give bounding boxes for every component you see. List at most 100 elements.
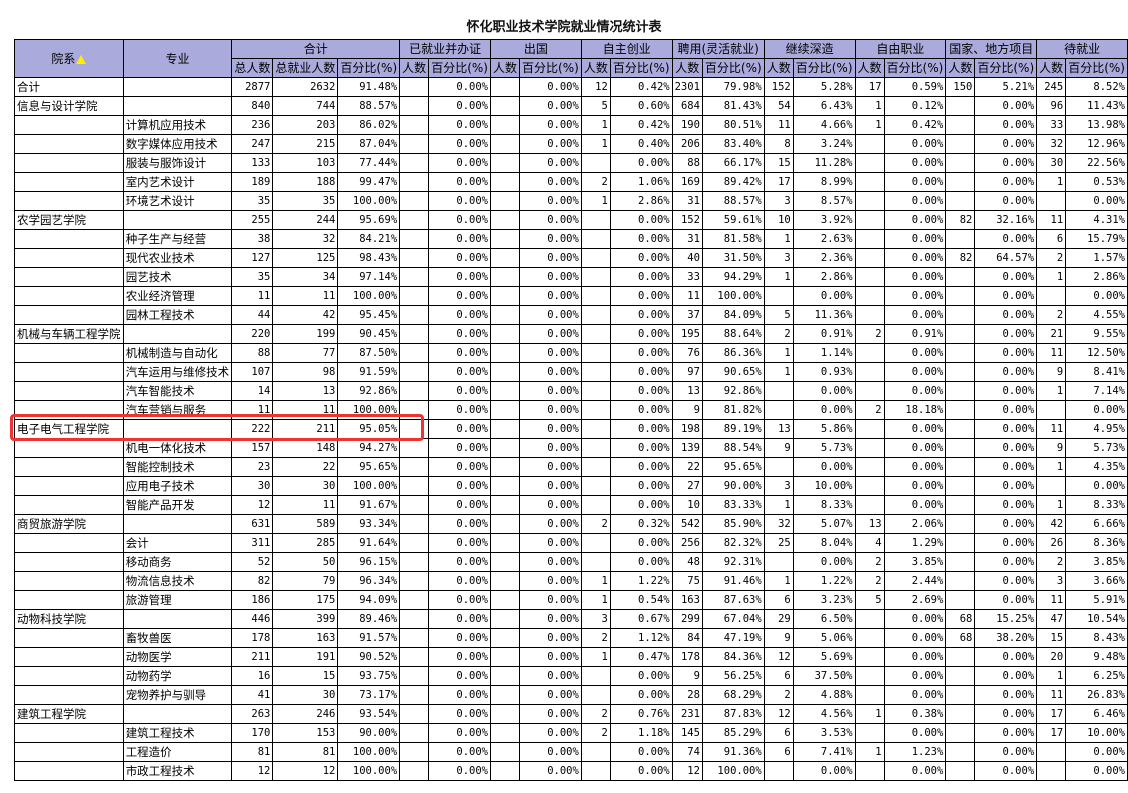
value-cell — [580, 495, 611, 515]
dept-cell: 机械与车辆工程学院 — [14, 324, 124, 344]
value-cell: 5.07% — [792, 514, 856, 534]
value-cell: 9 — [1036, 438, 1067, 458]
value-cell: 0.59% — [883, 77, 947, 97]
value-cell: 0.32% — [609, 514, 673, 534]
value-cell — [1036, 191, 1067, 211]
major-row: 汽车运用与维修技术 107 98 91.59% 0.00% 0.00% 0.00% 97 90.… — [14, 362, 1128, 382]
value-cell: 103 — [272, 153, 339, 173]
value-cell: 22 — [272, 457, 339, 477]
value-cell: 0.00% — [519, 248, 582, 268]
value-cell — [945, 533, 976, 553]
value-cell: 0.00% — [428, 77, 491, 97]
value-cell — [489, 666, 521, 686]
value-cell — [489, 571, 521, 591]
value-cell: 211 — [272, 419, 339, 439]
value-cell: 6 — [763, 666, 794, 686]
value-cell: 5.73% — [792, 438, 856, 458]
value-cell: 0.00% — [974, 267, 1038, 287]
value-cell — [945, 400, 976, 420]
value-cell: 0.00% — [519, 476, 582, 496]
value-cell: 3 — [763, 248, 794, 268]
dept-cell — [14, 172, 124, 192]
value-cell: 0.00% — [428, 552, 491, 572]
value-cell: 37 — [671, 305, 703, 325]
value-cell — [945, 457, 976, 477]
major-row: 计算机应用技术 236 203 86.02% 0.00% 0.00% 1 0.42% 190 80… — [14, 115, 1128, 135]
value-cell: 8 — [763, 134, 794, 154]
value-cell — [489, 381, 521, 401]
value-cell: 0.00% — [519, 229, 582, 249]
value-cell: 31 — [671, 191, 703, 211]
dept-cell — [14, 115, 124, 135]
major-cell — [122, 96, 233, 116]
value-cell: 0.00% — [428, 362, 491, 382]
value-cell: 17 — [1036, 723, 1067, 743]
value-cell: 35 — [231, 267, 274, 287]
sort-ascending-icon[interactable] — [76, 54, 87, 64]
value-cell: 96.34% — [337, 571, 401, 591]
value-cell: 1 — [763, 229, 794, 249]
value-cell: 0.00% — [428, 324, 491, 344]
major-cell: 园林工程技术 — [122, 305, 233, 325]
major-row: 数字媒体应用技术 247 215 87.04% 0.00% 0.00% 1 0.40% 206 8… — [14, 134, 1128, 154]
column-group-header-label: 继续深造 — [785, 42, 834, 56]
value-cell — [854, 362, 885, 382]
value-cell: 85.29% — [701, 723, 765, 743]
value-cell: 2.86% — [609, 191, 673, 211]
value-cell — [854, 666, 885, 686]
column-header-dept[interactable]: 院系 — [14, 39, 124, 78]
value-cell: 11 — [1036, 590, 1067, 610]
dept-cell — [14, 476, 124, 496]
value-cell: 21 — [1036, 324, 1067, 344]
value-cell — [489, 248, 521, 268]
value-cell: 7.14% — [1065, 381, 1128, 401]
column-group-header: 合计 — [231, 39, 401, 59]
value-cell: 0.00% — [519, 647, 582, 667]
value-cell: 98.43% — [337, 248, 401, 268]
value-cell: 88 — [671, 153, 703, 173]
value-cell — [1036, 400, 1067, 420]
value-cell: 133 — [231, 153, 274, 173]
value-cell: 85.90% — [701, 514, 765, 534]
major-row: 动物药学 16 15 93.75% 0.00% 0.00% 0.00% 9 56.25% 6 37.… — [14, 666, 1128, 686]
header-row-sub: 总人数 总就业人数 百分比(%) 人数 百分比(%) 人数 百分比(%) 人数 百分比(%) 人数… — [15, 58, 1128, 78]
value-cell: 11 — [231, 400, 274, 420]
value-cell: 13 — [671, 381, 703, 401]
value-cell: 0.00% — [974, 362, 1038, 382]
value-cell — [489, 77, 521, 97]
value-cell: 4.66% — [792, 115, 856, 135]
value-cell: 206 — [671, 134, 703, 154]
value-cell: 0.00% — [883, 476, 947, 496]
dept-cell — [14, 134, 124, 154]
value-cell — [945, 495, 976, 515]
value-cell: 189 — [231, 172, 274, 192]
value-cell: 83.33% — [701, 495, 765, 515]
major-cell: 机械制造与自动化 — [122, 343, 233, 363]
value-cell: 1.22% — [792, 571, 856, 591]
value-cell: 10.54% — [1065, 609, 1128, 629]
value-cell — [945, 153, 976, 173]
value-cell: 87.04% — [337, 134, 401, 154]
value-cell: 9 — [671, 666, 703, 686]
value-cell: 47 — [1036, 609, 1067, 629]
column-header-major[interactable]: 专业 — [122, 39, 233, 78]
value-cell: 2877 — [231, 77, 274, 97]
dept-cell — [14, 723, 124, 743]
value-cell: 0.00% — [609, 267, 673, 287]
value-cell: 0.00% — [974, 723, 1038, 743]
value-cell: 0.00% — [609, 666, 673, 686]
value-cell: 0.00% — [974, 571, 1038, 591]
value-cell: 91.64% — [337, 533, 401, 553]
value-cell — [399, 115, 430, 135]
value-cell: 0.00% — [519, 172, 582, 192]
value-cell — [854, 134, 885, 154]
value-cell — [399, 96, 430, 116]
value-cell: 0.00% — [519, 571, 582, 591]
value-cell: 0.00% — [974, 324, 1038, 344]
value-cell — [945, 381, 976, 401]
value-cell — [399, 286, 430, 306]
major-row: 室内艺术设计 189 188 99.47% 0.00% 0.00% 2 1.06% 169 89.… — [14, 172, 1128, 192]
major-row: 畜牧兽医 178 163 91.57% 0.00% 0.00% 2 1.12% 84 47.19%… — [14, 628, 1128, 648]
value-cell: 163 — [272, 628, 339, 648]
value-cell: 0.00% — [883, 609, 947, 629]
